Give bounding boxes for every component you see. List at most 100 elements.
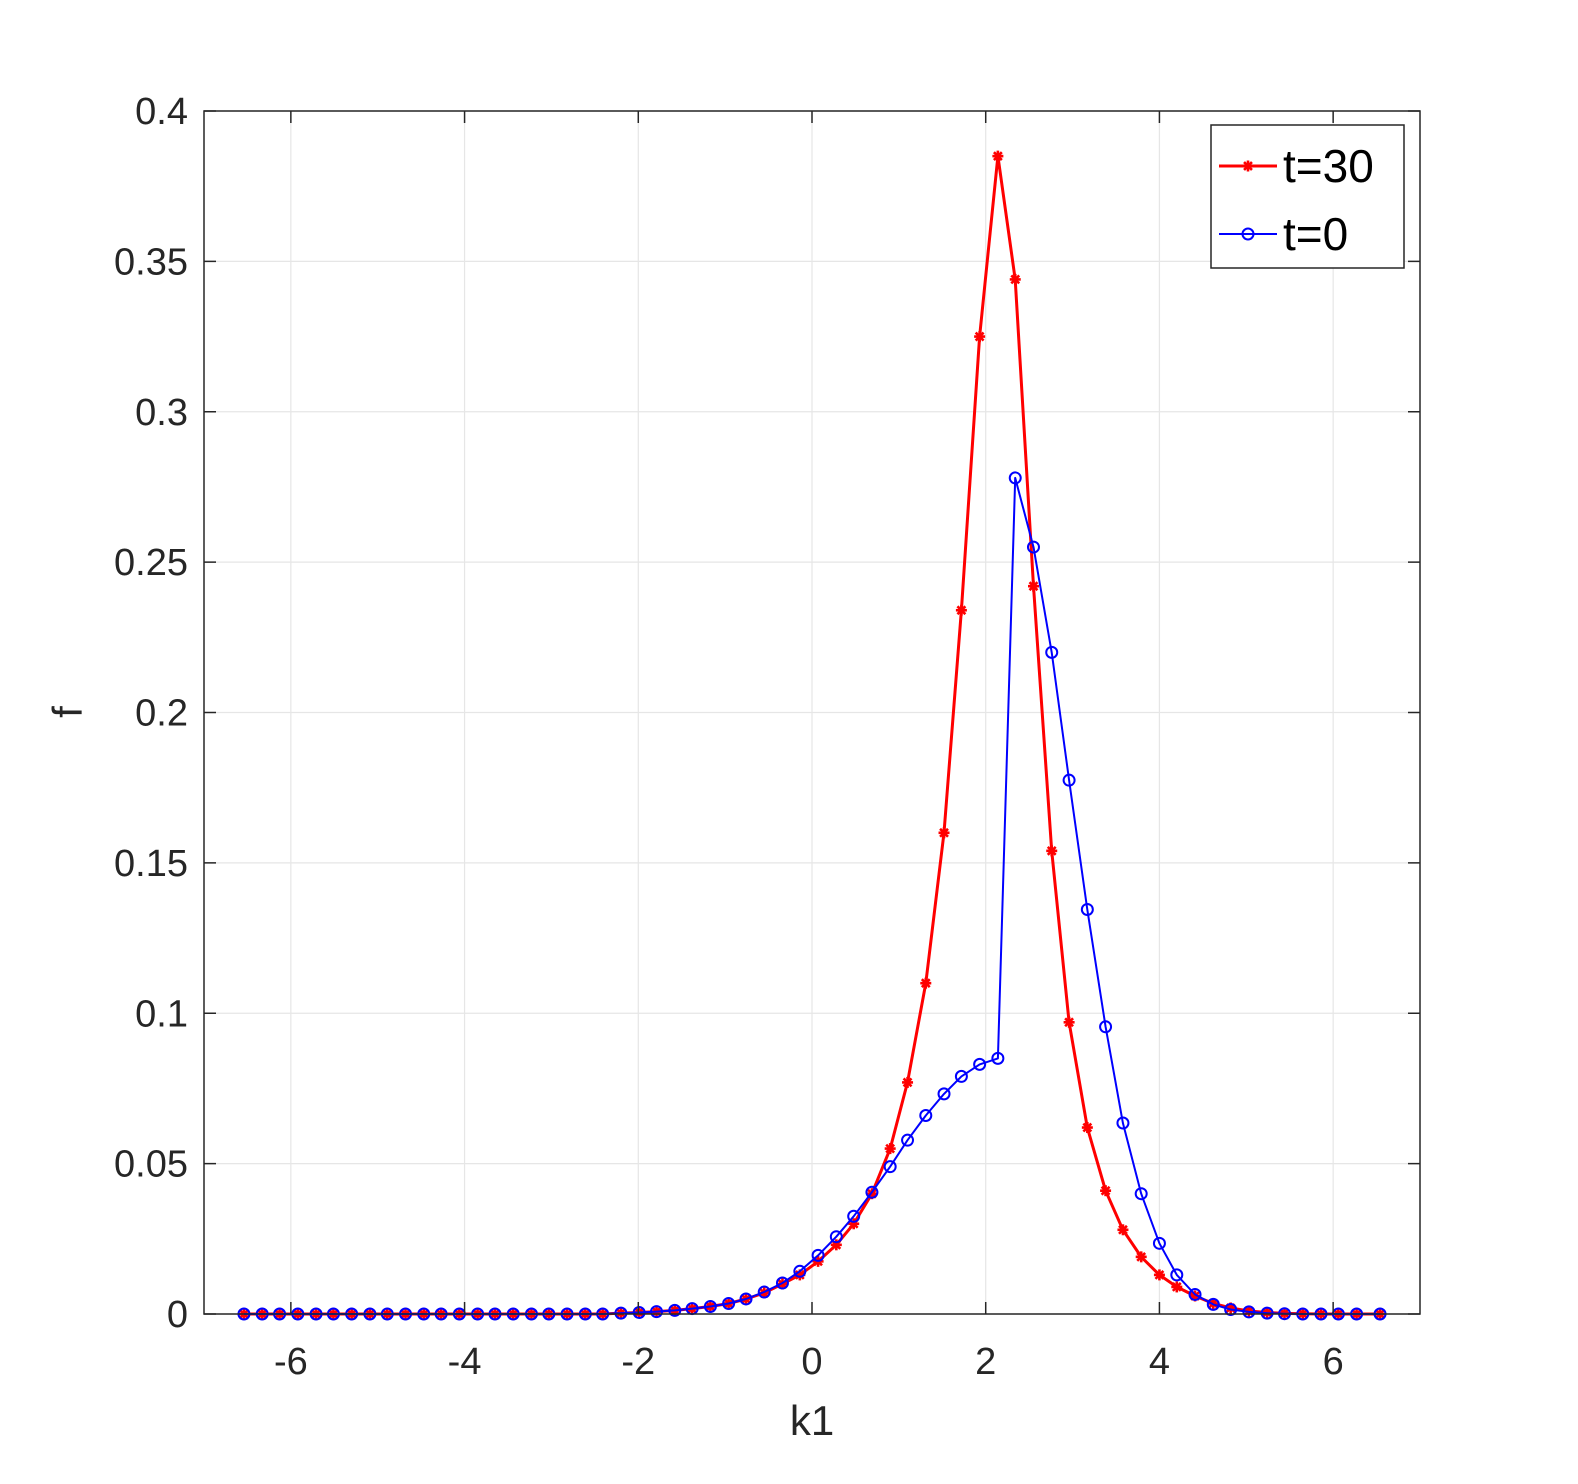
series-t-0-point [919,1109,933,1123]
series-t-30-point [974,331,986,343]
series-t-0-point [937,1087,951,1101]
series-t-30-point [1100,1185,1112,1197]
series-t-30-point [1081,1122,1093,1134]
y-tick-label: 0.4 [135,91,188,133]
series-t-30-point-stroke [956,605,967,616]
tick-marks [204,110,1420,1315]
series-t-0-point [829,1230,843,1244]
series-t-0-point [1260,1306,1274,1320]
series-t-30-point-stroke [1100,1185,1111,1196]
series-t-0-point [1080,902,1094,916]
x-tick-label: 6 [1323,1341,1344,1383]
series-t-30-point [920,977,932,989]
series-t-30-point-stroke [902,1077,913,1088]
series-t-0-point [757,1285,771,1299]
series-t-0-point [1224,1302,1238,1316]
series-t-30-point-stroke [1028,581,1039,592]
y-tick-label: 0.1 [135,993,188,1035]
series-t-30-point-stroke [992,151,1003,161]
series-t-0-point [1206,1297,1220,1311]
series-t-30-point-stroke [939,827,949,838]
x-axis-label: k1 [790,1397,834,1444]
legend-entry-t-30: t=30 [1219,140,1374,192]
series-t-0-point [1152,1236,1166,1250]
series-t-0-point [954,1069,968,1083]
legend-entry-t-0: t=0 [1219,208,1348,260]
series-t-30-point-stroke [1010,274,1021,285]
y-tick-label: 0.3 [135,392,188,434]
series-t-0-point [883,1160,897,1174]
y-axis-label: f [44,706,91,718]
series-t-30-point [1171,1281,1183,1293]
x-tick-label: -2 [621,1341,655,1383]
series-t-30-point-stroke [1046,845,1057,856]
series-t-0-point [668,1303,682,1317]
y-tick-label: 0 [167,1294,188,1336]
series-t-30-point-stroke [1171,1282,1182,1292]
y-tick-label: 0.2 [135,693,188,735]
series-t-0-point [1170,1268,1184,1282]
series-t-0-point [722,1296,736,1310]
series-t-0-point [1242,1305,1256,1319]
series-t-0-point [865,1185,879,1199]
series-t-0-point [632,1305,646,1319]
x-tick-label: -6 [274,1341,308,1383]
x-tick-label: 0 [801,1341,822,1383]
series-t-0-point [703,1299,717,1313]
series-t-30-point-stroke [1154,1270,1165,1280]
legend-entry-t-30-label: t=30 [1283,140,1374,192]
series-t-0-point [739,1292,753,1306]
series-t-0-point [1134,1187,1148,1201]
series-t-30-point-stroke [1118,1224,1128,1235]
series-t-0-point [1026,540,1040,554]
series-t-30-point [955,604,967,616]
series-t-0-point [1099,1020,1113,1034]
series-t-30-point-stroke [794,1270,805,1280]
y-tick-label: 0.25 [114,542,188,584]
legend: t=30 t=0 [1210,124,1405,269]
series-t-0-point [1116,1116,1130,1130]
series-t-0-point [973,1057,987,1071]
series-t-30-point [1135,1251,1147,1263]
series-t-30-point [1063,1016,1075,1028]
series-t-30-point [884,1143,896,1155]
series-t-30-point [1046,845,1058,857]
series-t-30-point-stroke [885,1143,896,1154]
series-t-0-point [1045,645,1059,659]
y-tick-label: 0.35 [114,241,188,283]
series-t-30-point [1027,580,1039,592]
series-t-0-point [901,1133,915,1147]
series-t-0-point [1062,773,1076,787]
series-t-30-point-stroke [1136,1251,1147,1262]
series-t-0-point [1188,1287,1202,1301]
series-t-0-point [793,1264,807,1278]
x-tick-label: 4 [1149,1341,1170,1383]
series-t-30-point [1009,273,1021,285]
series-t-30-point-stroke [920,978,931,989]
series-t-0-point [847,1209,861,1223]
series-t-30-point [938,827,950,839]
legend-entry-t-0-label: t=0 [1283,208,1348,260]
y-tick-label: 0.15 [114,843,188,885]
legend-entry-t-0-marker [1241,227,1255,241]
series-t-0-point [650,1305,664,1319]
y-tick-label: 0.05 [114,1144,188,1186]
series-t-30-point-stroke [1064,1017,1074,1028]
series-t-0-point [811,1248,825,1262]
series-t-0-point [991,1051,1005,1065]
series-t-0-point [775,1276,789,1290]
series-t-0-point [1008,471,1022,485]
legend-box [1210,124,1405,269]
series-t-30-point-stroke [1082,1122,1093,1133]
legend-entry-t-30-marker [1242,160,1254,172]
series-t-0-point [614,1306,628,1320]
x-tick-label: -4 [448,1341,482,1383]
series-t-30-point [1117,1224,1129,1236]
series-t-30-point [992,150,1004,162]
series-t-30-point [1153,1269,1165,1281]
legend-entry-t-30-marker-stroke [1243,161,1253,171]
tick-labels: -6 -4 -2 0 2 4 6 0 0.05 0.1 0.15 0.2 0.25 0.3 0.35 0.4 [114,91,1344,1383]
x-tick-label: 2 [975,1341,996,1383]
series-t-30-point-stroke [974,331,985,342]
series-layer [237,150,1387,1321]
